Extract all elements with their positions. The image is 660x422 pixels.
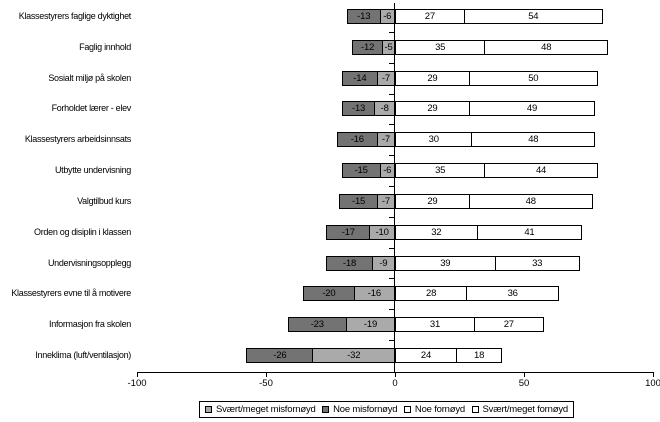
legend-item: Svært/meget fornøyd [471,404,569,415]
legend-swatch-svaert-meget-fornoyd [471,406,479,413]
category-tick [389,93,394,95]
bar-segment-svaert-meget-misfornoyd: -6 [379,9,395,24]
bar-segment-svaert-meget-misfornoyd: -8 [374,101,395,117]
bar-segment-svaert-meget-fornoyd: 18 [455,348,503,364]
category-tick [389,247,394,249]
bar-segment-svaert-meget-misfornoyd: -16 [353,286,395,302]
bar-segment-svaert-meget-fornoyd: 50 [468,70,598,86]
category-label: Forholdet lærer - elev [51,103,132,114]
bar-segment-svaert-meget-fornoyd: 48 [468,193,593,209]
bar-segment-svaert-meget-misfornoyd: -7 [376,132,395,148]
legend-item-label: Svært/meget misfornøyd [216,404,316,415]
bar-segment-noe-fornoyd: 28 [395,286,468,302]
legend-item: Noe misfornøyd [322,404,398,415]
category-tick [389,309,394,311]
bar-segment-svaert-meget-fornoyd: 48 [484,39,609,55]
category-label: Undervisningsopplegg [47,257,131,268]
bar-segment-noe-fornoyd: 35 [395,163,486,179]
zero-axis-line [394,3,395,372]
x-axis-tick [137,372,138,377]
legend-swatch-svaert-meget-misfornoyd [205,406,212,413]
bar-segment-svaert-meget-fornoyd: 54 [463,9,603,24]
bar-segment-noe-fornoyd: 31 [395,317,475,333]
bar-segment-svaert-meget-misfornoyd: -7 [376,70,395,86]
bar-segment-svaert-meget-fornoyd: 49 [468,101,596,117]
bar-segment-noe-misfornoyd: -12 [352,39,384,55]
bar-segment-noe-misfornoyd: -15 [339,193,378,209]
x-axis-tick [653,372,654,377]
bar-segment-noe-misfornoyd: -20 [303,286,355,302]
bar-segment-noe-fornoyd: 29 [395,193,470,209]
bar-segment-noe-fornoyd: 30 [395,132,473,148]
category-label: Klassestyrers faglige dyktighet [18,11,132,21]
category-label: Orden og disiplin i klassen [34,226,131,237]
bar-segment-svaert-meget-fornoyd: 48 [471,132,596,148]
legend: Svært/meget misfornøyd Noe misfornøyd Noe … [199,401,574,418]
bar-segment-noe-fornoyd: 39 [395,255,496,271]
category-tick [389,31,394,33]
category-tick [389,278,394,280]
bar-segment-noe-fornoyd: 32 [395,224,478,240]
legend-item: Svært/meget misfornøyd [205,404,316,415]
category-label: Faglig innhold [79,41,131,52]
bar-segment-svaert-meget-misfornoyd: -9 [371,255,395,271]
legend-item: Noe fornøyd [403,404,465,415]
bar-segment-svaert-meget-fornoyd: 33 [494,255,580,271]
category-label: Klassestyrers arbeidsinnsats [24,134,131,145]
bar-segment-svaert-meget-fornoyd: 27 [473,317,544,333]
bar-segment-svaert-meget-fornoyd: 41 [476,224,583,240]
bar-segment-svaert-meget-misfornoyd: -6 [379,163,395,179]
bar-segment-noe-misfornoyd: -18 [326,255,373,271]
bar-segment-svaert-meget-misfornoyd: -5 [382,39,395,55]
x-axis-tick-label: 50 [518,378,530,389]
category-label: Informasjon fra skolen [49,319,131,330]
x-axis-tick-label: 100 [645,378,660,389]
category-tick [389,216,394,218]
bar-segment-noe-misfornoyd: -13 [341,101,376,117]
bar-segment-noe-misfornoyd: -14 [341,70,378,86]
bar-segment-noe-misfornoyd: -26 [246,348,314,364]
x-axis-tick [266,372,267,377]
category-label: Utbytte undervisning [54,165,131,176]
legend-item-label: Noe misfornøyd [333,404,398,415]
x-axis-tick [524,372,525,377]
category-tick [389,124,394,126]
category-label: Inneklima (luft/ventilasjon) [35,350,131,361]
bar-segment-noe-fornoyd: 35 [395,39,486,55]
legend-swatch-noe-fornoyd [403,406,411,413]
x-axis-tick-label: 0 [392,378,398,389]
bar-segment-svaert-meget-misfornoyd: -32 [312,348,395,364]
bar-segment-noe-fornoyd: 24 [395,348,457,364]
bar-segment-noe-misfornoyd: -16 [336,132,378,148]
category-tick [389,186,394,187]
bar-segment-noe-misfornoyd: -15 [341,163,381,179]
legend-item-label: Noe fornøyd [414,404,465,415]
legend-item-label: Svært/meget fornøyd [482,404,569,415]
bar-segment-noe-fornoyd: 29 [395,70,470,86]
x-axis-tick [395,372,396,377]
bar-segment-svaert-meget-misfornoyd: -10 [369,224,395,240]
legend-swatch-noe-misfornoyd [322,406,330,413]
category-tick [389,340,394,342]
x-axis-tick-label: -50 [259,378,273,389]
category-label: Klassestyrers evne til å motivere [11,288,131,299]
x-axis-tick-label: -100 [127,378,147,389]
category-tick [389,62,394,64]
category-tick [389,155,394,157]
bar-segment-svaert-meget-fornoyd: 44 [484,163,598,179]
bar-segment-noe-misfornoyd: -23 [287,317,347,333]
bar-segment-svaert-meget-misfornoyd: -7 [376,193,395,209]
bar-segment-noe-fornoyd: 27 [395,9,465,24]
category-label: Sosialt miljø på skolen [48,72,131,83]
bar-segment-noe-fornoyd: 29 [395,101,470,117]
category-label: Valgtilbud kurs [77,195,131,206]
bar-segment-noe-misfornoyd: -13 [346,9,381,24]
bar-segment-svaert-meget-fornoyd: 36 [466,286,560,302]
bar-segment-noe-misfornoyd: -17 [326,224,371,240]
bar-segment-svaert-meget-misfornoyd: -19 [345,317,395,333]
